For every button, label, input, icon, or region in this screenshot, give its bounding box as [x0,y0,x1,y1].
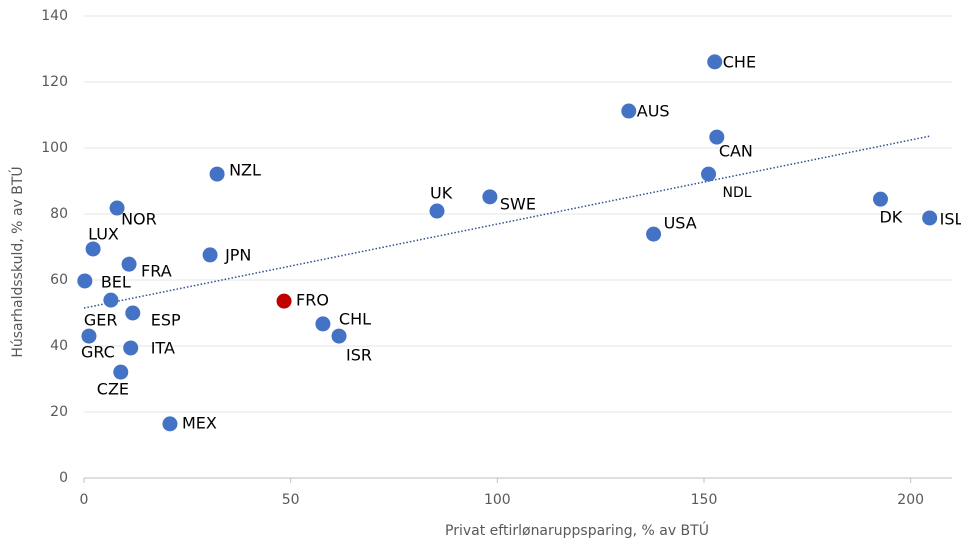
point [121,256,137,272]
point-label: GRC [81,343,115,362]
point-label: ISL [940,209,961,228]
point [621,103,637,119]
point [77,273,93,289]
point [85,241,101,257]
point [276,293,292,309]
point-label: BEL [101,272,131,291]
point [429,203,445,219]
point [123,340,139,356]
x-tick-label: 200 [897,492,924,508]
point-label: MEX [182,413,217,432]
point [162,416,178,432]
point-label: NOR [121,210,157,229]
y-tick-label: 140 [41,8,68,24]
point [103,292,119,308]
point [202,247,218,263]
point-label: CAN [719,142,753,161]
point-label: UK [430,184,453,203]
point [315,316,331,332]
y-tick-label: 100 [41,140,68,156]
point-label: DK [879,208,902,227]
point [109,200,125,216]
point-label: USA [664,214,697,233]
point [646,226,662,242]
point-label: LUX [88,224,119,243]
y-tick-label: 0 [59,470,68,486]
point-label: FRO [296,291,329,310]
point [701,166,717,182]
point [209,166,225,182]
point [709,129,725,145]
point [707,54,723,70]
point-label: AUS [637,102,670,121]
x-tick-label: 100 [484,492,511,508]
y-tick-label: 20 [50,404,68,420]
x-axis-label: Privat eftirlønaruppsparing, % av BTÚ [445,521,709,539]
point [125,305,141,321]
point-label: NZL [229,161,261,180]
point-label: ISR [346,346,372,365]
point-label: ESP [151,311,181,330]
point-label: CHE [723,52,756,71]
y-axis-label: Húsarhaldsskuld, % av BTÚ [8,166,26,357]
point-label: JPN [224,245,251,264]
point-label: CZE [97,380,129,399]
point [482,189,498,205]
x-tick-label: 50 [282,492,300,508]
point-label: FRA [141,262,172,281]
point-label: NDL [723,185,752,201]
trendline [83,135,930,309]
y-tick-label: 40 [50,338,68,354]
point [81,328,97,344]
point-label: SWE [500,194,536,213]
point [872,191,888,207]
y-tick-label: 120 [41,74,68,90]
x-tick-label: 150 [691,492,718,508]
point [922,210,938,226]
point-label: ITA [151,338,175,357]
y-tick-label: 60 [50,272,68,288]
y-tick-label: 80 [50,206,68,222]
point-label: GER [84,311,118,330]
x-tick-label: 0 [80,492,89,508]
point [113,364,129,380]
point-label: CHL [339,309,371,328]
point [331,328,347,344]
